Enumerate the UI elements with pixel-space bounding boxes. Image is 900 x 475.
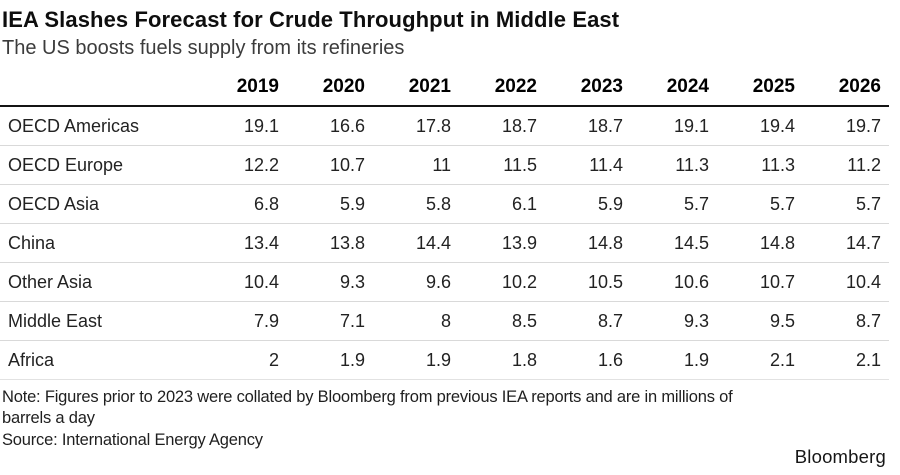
year-header: 2019: [236, 76, 279, 97]
cell-value: 5.9: [339, 193, 365, 214]
cell-value: 12.2: [243, 154, 279, 175]
row-label: Africa: [8, 349, 55, 370]
bloomberg-logo: Bloomberg: [794, 446, 886, 467]
cell-value: 9.5: [769, 310, 795, 331]
cell-value: 19.7: [845, 115, 881, 136]
year-header: 2025: [752, 76, 795, 97]
row-label: OECD Asia: [8, 193, 100, 214]
note-text-line2: barrels a day: [2, 409, 95, 427]
cell-value: 11.3: [761, 154, 795, 175]
cell-value: 14.5: [673, 232, 709, 253]
cell-value: 19.4: [759, 115, 795, 136]
cell-value: 11.3: [675, 154, 709, 175]
cell-value: 13.4: [243, 232, 279, 253]
cell-value: 8.7: [597, 310, 623, 331]
cell-value: 10.4: [243, 271, 279, 292]
page-subtitle: The US boosts fuels supply from its refi…: [2, 37, 405, 59]
cell-value: 5.7: [683, 193, 709, 214]
table-row: Middle East 7.9 7.1 8 8.5 8.7 9.3 9.5 8.…: [0, 302, 889, 341]
cell-value: 11.2: [847, 154, 881, 175]
year-header: 2022: [494, 76, 537, 97]
table-row: Other Asia 10.4 9.3 9.6 10.2 10.5 10.6 1…: [0, 263, 889, 302]
cell-value: 8: [440, 310, 451, 331]
cell-value: 14.4: [415, 232, 451, 253]
cell-value: 17.8: [415, 115, 451, 136]
cell-value: 8.7: [855, 310, 881, 331]
cell-value: 10.7: [329, 154, 365, 175]
table-row: OECD Europe 12.2 10.7 11 11.5 11.4 11.3 …: [0, 146, 889, 185]
cell-value: 2.1: [769, 349, 795, 370]
cell-value: 5.7: [855, 193, 881, 214]
note-text-line1: Note: Figures prior to 2023 were collate…: [2, 388, 733, 406]
cell-value: 10.4: [845, 271, 881, 292]
cell-value: 1.6: [597, 349, 623, 370]
cell-value: 16.6: [329, 115, 365, 136]
year-header: 2023: [580, 76, 623, 97]
row-label: China: [8, 232, 56, 253]
cell-value: 14.8: [587, 232, 623, 253]
table-row: China 13.4 13.8 14.4 13.9 14.8 14.5 14.8…: [0, 224, 889, 263]
cell-value: 11.5: [503, 154, 537, 175]
cell-value: 5.8: [425, 193, 451, 214]
cell-value: 14.7: [845, 232, 881, 253]
table-header-row: 2019 2020 2021 2022 2023 2024 2025 2026: [0, 61, 889, 107]
cell-value: 19.1: [243, 115, 279, 136]
cell-value: 14.8: [759, 232, 795, 253]
year-header: 2026: [838, 76, 881, 97]
cell-value: 2.1: [855, 349, 881, 370]
cell-value: 18.7: [501, 115, 537, 136]
cell-value: 1.9: [683, 349, 709, 370]
year-header: 2021: [408, 76, 451, 97]
cell-value: 10.7: [759, 271, 795, 292]
cell-value: 8.5: [511, 310, 537, 331]
cell-value: 9.3: [683, 310, 709, 331]
cell-value: 10.2: [501, 271, 537, 292]
cell-value: 11.4: [589, 154, 623, 175]
row-label: OECD Europe: [8, 154, 124, 175]
year-header: 2024: [666, 76, 709, 97]
cell-value: 5.9: [597, 193, 623, 214]
year-header: 2020: [322, 76, 365, 97]
cell-value: 18.7: [587, 115, 623, 136]
chart-footer: Note: Figures prior to 2023 were collate…: [2, 387, 900, 451]
cell-value: 7.1: [339, 310, 365, 331]
cell-value: 6.1: [511, 193, 537, 214]
cell-value: 1.9: [425, 349, 451, 370]
page-title: IEA Slashes Forecast for Crude Throughpu…: [2, 7, 620, 32]
row-label: OECD Americas: [8, 115, 140, 136]
cell-value: 1.8: [511, 349, 537, 370]
cell-value: 6.8: [253, 193, 279, 214]
cell-value: 10.6: [673, 271, 709, 292]
cell-value: 1.9: [339, 349, 365, 370]
row-label: Other Asia: [8, 271, 93, 292]
source-text: Source: International Energy Agency: [2, 431, 263, 449]
table-row: Africa 2 1.9 1.9 1.8 1.6 1.9 2.1 2.1: [0, 341, 889, 380]
cell-value: 7.9: [253, 310, 279, 331]
cell-value: 10.5: [587, 271, 623, 292]
cell-value: 11: [432, 154, 451, 175]
cell-value: 9.3: [339, 271, 365, 292]
cell-value: 19.1: [673, 115, 709, 136]
table-row: OECD Americas 19.1 16.6 17.8 18.7 18.7 1…: [0, 107, 889, 146]
cell-value: 9.6: [425, 271, 451, 292]
cell-value: 13.9: [501, 232, 537, 253]
row-label: Middle East: [8, 310, 103, 331]
data-table: 2019 2020 2021 2022 2023 2024 2025 2026 …: [0, 61, 889, 380]
table-row: OECD Asia 6.8 5.9 5.8 6.1 5.9 5.7 5.7 5.…: [0, 185, 889, 224]
chart-container: IEA Slashes Forecast for Crude Throughpu…: [0, 7, 900, 451]
cell-value: 5.7: [769, 193, 795, 214]
cell-value: 2: [268, 349, 279, 370]
cell-value: 13.8: [329, 232, 365, 253]
